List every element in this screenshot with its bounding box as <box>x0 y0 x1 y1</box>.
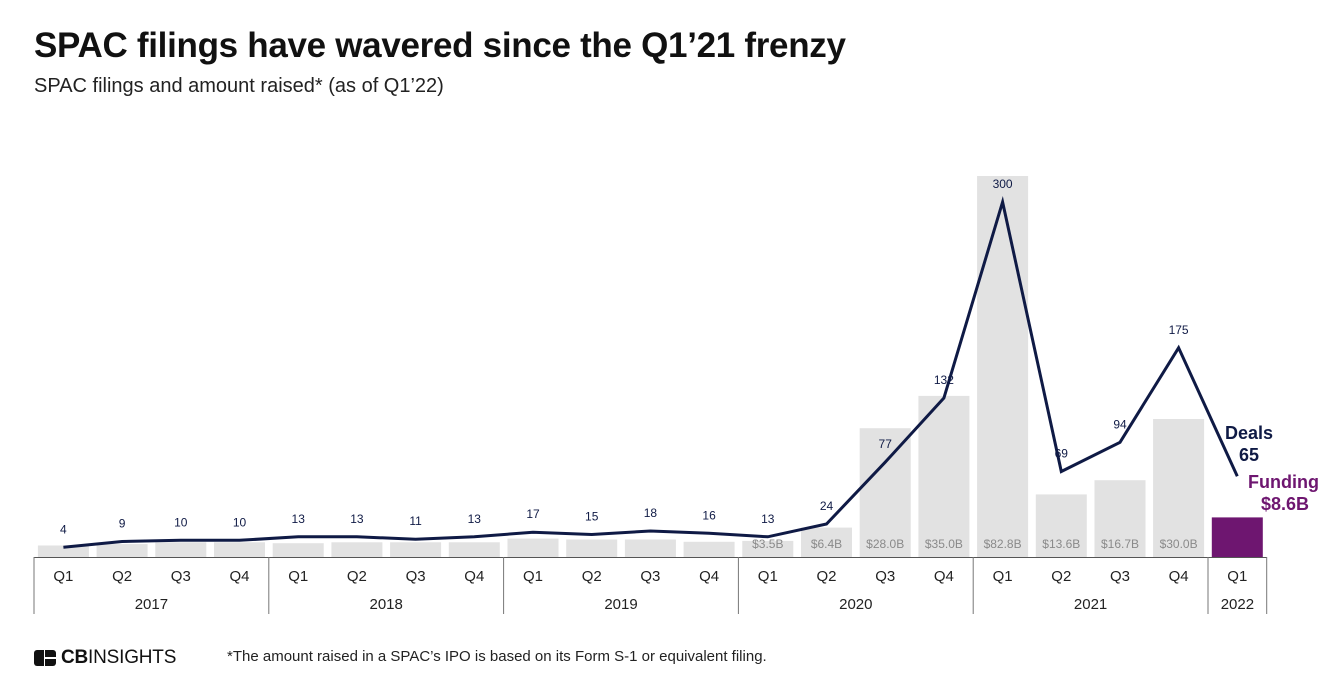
deals-value-label: 18 <box>644 506 658 520</box>
deals-value-label: 94 <box>1113 417 1127 431</box>
funding-annotation-label: Funding <box>1248 472 1319 492</box>
quarter-tick-label: Q1 <box>288 568 308 585</box>
deals-line <box>63 196 1239 549</box>
funding-bars <box>37 176 1263 557</box>
year-tick-label: 2022 <box>1221 596 1254 613</box>
quarter-tick-label: Q3 <box>171 568 191 585</box>
funding-bar <box>1211 517 1263 557</box>
funding-bar <box>1035 494 1087 557</box>
deals-value-label: 24 <box>820 499 834 513</box>
funding-bar <box>507 538 559 557</box>
quarter-tick-label: Q4 <box>464 568 484 585</box>
funding-bar <box>96 544 148 557</box>
series-annotations: Deals 65 Funding $8.6B <box>1225 423 1319 514</box>
footnote: *The amount raised in a SPAC’s IPO is ba… <box>227 648 767 665</box>
quarter-tick-label: Q1 <box>53 568 73 585</box>
deals-value-label: 132 <box>934 373 954 387</box>
quarter-tick-label: Q2 <box>816 568 836 585</box>
deals-value-label: 10 <box>174 515 188 529</box>
x-axis: Q1 Q2 Q3 Q4 Q1 Q2 Q3 Q4 Q1 Q2 Q3 Q4 Q1 Q2 Q3 Q4 Q1 Q2 Q3 Q4… <box>33 557 1268 614</box>
funding-annotation-value: $8.6B <box>1261 494 1309 514</box>
quarter-tick-label: Q4 <box>1169 568 1189 585</box>
quarter-tick-label: Q2 <box>1051 568 1071 585</box>
chart-title: SPAC filings have wavered since the Q1’2… <box>34 26 846 65</box>
funding-bar <box>742 540 794 557</box>
quarter-tick-label: Q3 <box>875 568 895 585</box>
funding-bar-label: $3.5B <box>752 537 783 551</box>
funding-bar-label: $13.6B <box>1042 537 1080 551</box>
quarter-tick-label: Q1 <box>758 568 778 585</box>
funding-bar <box>859 428 911 557</box>
funding-bar <box>331 542 383 557</box>
year-tick-label: 2017 <box>135 596 168 613</box>
quarter-tick-label: Q4 <box>229 568 249 585</box>
year-tick-label: 2019 <box>604 596 637 613</box>
funding-bar-label: $30.0B <box>1160 537 1198 551</box>
year-tick-label: 2020 <box>839 596 872 613</box>
deals-value-label: 77 <box>879 437 893 451</box>
funding-bar-labels: $3.5B $6.4B $28.0B $35.0B $82.8B $13.6B $16.7B… <box>752 537 1198 551</box>
deals-annotation-value: 65 <box>1239 445 1259 465</box>
deals-labels: 4 9 10 10 13 13 11 13 17 15 18 16 13 24 77 132 300 69 94 17… <box>60 177 1189 536</box>
funding-bar-label: $16.7B <box>1101 537 1139 551</box>
deals-value-label: 17 <box>526 507 540 521</box>
funding-bar-label: $35.0B <box>925 537 963 551</box>
quarter-tick-label: Q1 <box>993 568 1013 585</box>
funding-bar <box>155 542 207 557</box>
year-tick-label: 2018 <box>370 596 403 613</box>
funding-bar-label: $28.0B <box>866 537 904 551</box>
funding-bar <box>566 539 618 557</box>
quarter-tick-label: Q4 <box>699 568 719 585</box>
deals-value-label: 13 <box>292 512 306 526</box>
cb-insights-logo-icon <box>34 650 56 666</box>
funding-bar <box>37 545 89 557</box>
cb-insights-logo-text: CBINSIGHTS <box>61 647 177 668</box>
chart-subtitle: SPAC filings and amount raised* (as of Q… <box>34 75 444 97</box>
deals-value-label: 13 <box>468 512 482 526</box>
quarter-tick-label: Q1 <box>1227 568 1247 585</box>
deals-line-path <box>63 196 1239 549</box>
funding-bar <box>214 542 265 557</box>
quarter-tick-label: Q3 <box>640 568 660 585</box>
quarter-tick-label: Q3 <box>406 568 426 585</box>
deals-annotation-label: Deals <box>1225 423 1273 443</box>
deals-value-label: 175 <box>1169 323 1189 337</box>
quarter-tick-label: Q2 <box>582 568 602 585</box>
deals-value-label: 9 <box>119 517 126 531</box>
funding-bar <box>448 542 500 557</box>
funding-bar <box>918 395 970 557</box>
funding-bar-label: $82.8B <box>984 537 1022 551</box>
funding-bar <box>683 541 735 557</box>
funding-bar <box>1153 419 1205 557</box>
funding-bar <box>624 539 676 557</box>
quarter-tick-label: Q2 <box>347 568 367 585</box>
deals-value-label: 69 <box>1055 447 1069 461</box>
deals-value-label: 13 <box>761 512 775 526</box>
deals-value-label: 16 <box>702 508 716 522</box>
quarter-tick-label: Q4 <box>934 568 954 585</box>
deals-value-label: 300 <box>993 177 1013 191</box>
quarter-tick-label: Q1 <box>523 568 543 585</box>
funding-bar <box>390 542 442 557</box>
deals-value-label: 11 <box>409 514 422 528</box>
funding-bar-label: $6.4B <box>811 537 842 551</box>
cb-insights-logo: CBINSIGHTS <box>34 647 176 669</box>
funding-bar <box>977 176 1029 557</box>
funding-bar <box>272 543 324 557</box>
deals-value-label: 15 <box>585 510 599 524</box>
funding-bar <box>1094 480 1146 557</box>
deals-value-label: 4 <box>60 522 67 536</box>
deals-value-label: 10 <box>233 515 247 529</box>
quarter-tick-label: Q3 <box>1110 568 1130 585</box>
quarter-tick-label: Q2 <box>112 568 132 585</box>
year-tick-label: 2021 <box>1074 596 1107 613</box>
funding-bar <box>801 527 852 557</box>
deals-value-label: 13 <box>350 512 364 526</box>
